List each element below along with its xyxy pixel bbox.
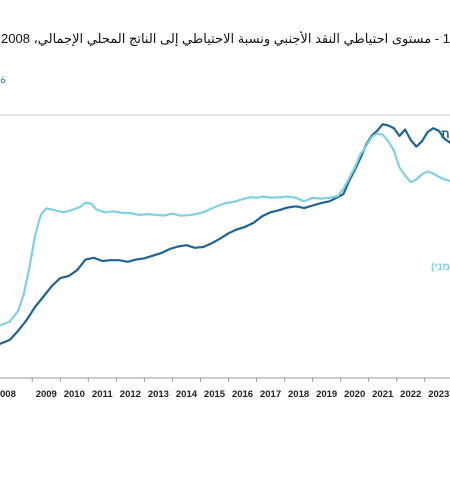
x-tick-label: 2013 [148, 389, 169, 400]
x-tick-label: 2021 [372, 389, 394, 400]
labels-layer: יתרותר היתרות מהתמ״ג(ציר ימני) [431, 127, 450, 273]
x-tick-label: 2015 [204, 389, 226, 400]
x-tick-label: 2012 [120, 389, 141, 400]
series-axis-note: (ציר ימני) [431, 261, 450, 273]
x-tick-label: 2011 [92, 389, 113, 400]
axes: 008 2009 2010 2011 2012 2013 2014 2015 2016 2017 2… [0, 114, 450, 400]
chart-title: 1 - مستوى احتياطي النقد الأجنبي ونسبة ال… [0, 31, 450, 46]
x-tick-label: 2023 [428, 389, 449, 400]
series-label-reserves: יתרות [441, 127, 450, 141]
x-tick-label: 2017 [260, 389, 281, 400]
x-tick-label: 2009 [36, 389, 57, 400]
series-line-ratio [0, 132, 450, 327]
series-line-reserves [0, 123, 450, 345]
x-tick-label: 008 [0, 389, 16, 400]
x-tick-label: 2014 [176, 389, 198, 400]
x-tick-label: 2019 [316, 389, 337, 400]
x-tick-label: 2018 [288, 389, 309, 400]
x-tick-label: 2022 [400, 389, 421, 400]
x-tick-label: 2016 [232, 389, 253, 400]
x-tick-label: 2020 [344, 389, 365, 400]
series-layer [0, 123, 450, 345]
chart-subtitle: ة [0, 72, 7, 86]
x-tick-label: 2010 [64, 389, 85, 400]
